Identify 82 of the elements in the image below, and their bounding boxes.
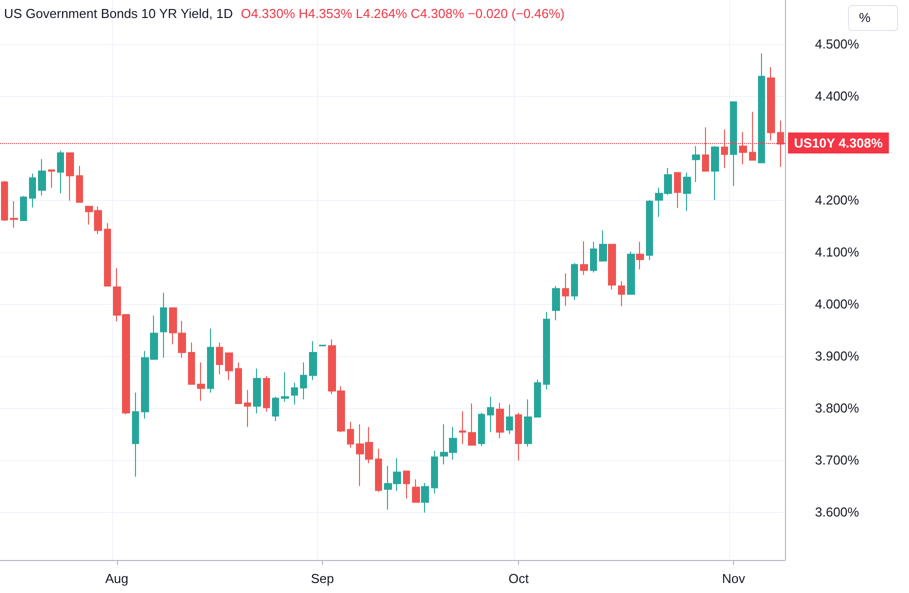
candlestick [244,389,251,428]
candlestick [562,273,569,306]
candlestick [524,398,532,448]
candlestick [272,396,279,422]
candlestick [674,172,681,208]
candlestick [104,222,111,287]
candlestick [281,372,289,402]
candlestick [487,396,494,433]
annotation: O4.330% H4.353% L4.264% C4.308% −0.020 (−0.46%) [240,6,565,21]
candlestick [496,402,504,439]
y-tick-label: 3.900% [815,348,860,364]
y-tick-label: 3.800% [815,400,860,416]
candlestick [767,66,775,141]
x-tick-label: Sep [310,571,334,586]
candlestick [571,262,578,301]
x-tick-label: Oct [508,571,530,586]
candlestick [721,128,728,168]
candlestick [599,230,607,262]
candlestick [309,340,317,381]
candlestick [216,342,223,375]
candlestick [421,482,429,514]
candlestick [38,158,46,196]
candlestick [300,362,307,400]
y-tick-label: 4.200% [815,192,860,208]
candlestick [478,412,485,447]
y-tick-label: 3.600% [815,504,860,520]
candlestick [57,150,64,194]
candlestick [758,53,765,164]
text: US Government Bonds 10 YR Yield, 1D [4,6,233,21]
candlestick [646,200,653,260]
candlestick [636,241,644,270]
candlestick [375,448,382,492]
y-axis-title: % [848,5,898,31]
y-tick-label: 3.700% [815,452,860,468]
candlestick [749,111,756,162]
candlestick [515,412,522,462]
candlestick [263,375,270,412]
candlestick [29,173,36,208]
candlestick [291,382,298,406]
candlestick [1,180,8,222]
candlestick [468,402,476,446]
candlestick [10,200,18,228]
candlestick [777,120,784,168]
y-tick-label: 4.500% [815,36,860,52]
candlestick [534,379,541,418]
x-tick-label: Nov [722,571,746,586]
candlestick [20,196,27,222]
candlestick [48,170,55,188]
candlestick [739,132,747,165]
candlestick [608,244,616,290]
y-tick-label: 4.100% [815,244,860,260]
ref-line-label: US10Y 4.308% [794,135,884,150]
candlestick [253,368,261,414]
candlestick [730,100,737,187]
candlestick [431,450,438,494]
candlestick [66,152,74,202]
candlestick [188,342,195,386]
x-tick-label: Aug [105,571,128,586]
candlestick [207,328,214,394]
candlestick [552,285,560,321]
candlestick [580,240,588,276]
candlestick [403,470,410,500]
candlestick [702,126,709,172]
y-tick-label: 4.000% [815,296,860,312]
candlestick [543,311,550,390]
candlestick [692,146,700,182]
candlestick [618,280,625,307]
candlestick [76,165,83,204]
candlestick [506,404,513,435]
candlestick [132,392,139,478]
candlestick [160,292,167,358]
candlestick [235,362,242,405]
candlestick [412,478,420,504]
candlestick [197,362,205,402]
candlestick [711,146,719,201]
candlestick [225,352,233,381]
candlestick [347,421,354,448]
candlestick [459,410,466,445]
candlestick [590,241,597,273]
candlestick [627,251,635,296]
candlestick [683,172,691,212]
y-tick-label: 4.400% [815,88,860,104]
